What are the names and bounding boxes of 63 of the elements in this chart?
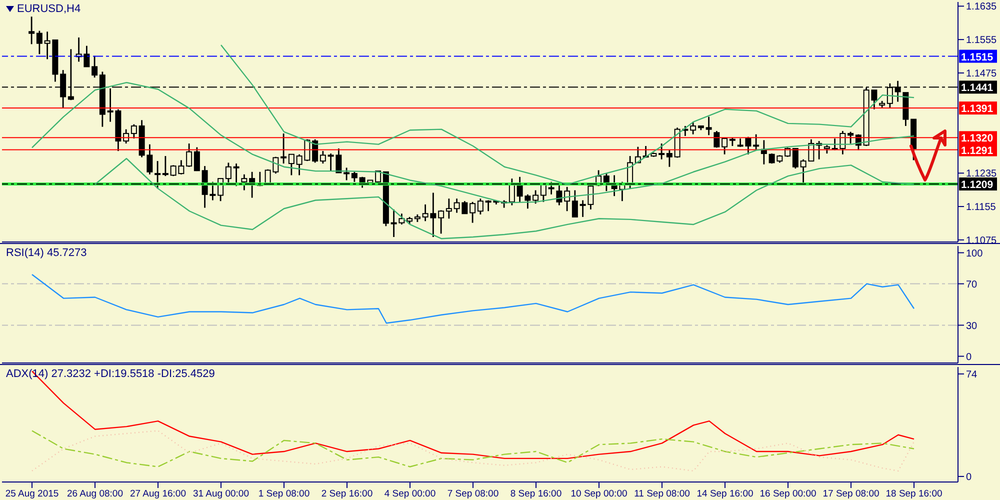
chart-title: RSI(14) 45.7273 <box>6 247 87 259</box>
x-tick-label: 4 Sep 00:00 <box>384 488 436 500</box>
y-tick-label: 1.1235 <box>966 168 998 180</box>
x-tick-label: 10 Sep 00:00 <box>570 488 628 500</box>
y-tick-label: 1.1155 <box>966 202 996 214</box>
x-tick-label: 14 Sep 16:00 <box>696 488 754 500</box>
x-tick-label: 17 Sep 08:00 <box>822 488 880 500</box>
x-tick-label: 31 Aug 00:00 <box>193 488 249 500</box>
ref-line-label: 1.1515 <box>961 51 994 64</box>
x-tick-label: 18 Sep 16:00 <box>886 488 942 500</box>
chart-title: EURUSD,H4 <box>17 3 81 15</box>
candlestick <box>690 121 696 136</box>
ref-line-label: 1.1291 <box>961 144 994 157</box>
candlestick <box>344 167 350 181</box>
candlestick <box>92 55 98 78</box>
ref-line-label: 1.1441 <box>961 82 994 94</box>
y-tick-label: 74 <box>966 369 978 380</box>
candlestick <box>722 136 728 156</box>
candlestick <box>753 134 760 151</box>
candlestick <box>280 132 287 164</box>
x-tick-label: 27 Aug 16:00 <box>130 488 186 500</box>
candlestick <box>848 131 854 144</box>
candlestick <box>36 30 42 55</box>
candlestick <box>532 190 539 204</box>
x-tick-label: 11 Sep 08:00 <box>634 488 690 500</box>
line-series <box>31 274 915 324</box>
x-tick-label: 7 Sep 08:00 <box>447 488 499 500</box>
x-tick-label: 1 Sep 08:00 <box>258 488 310 500</box>
x-tick-label: 16 Sep 00:00 <box>760 488 816 500</box>
x-tick-label: 26 Aug 08:00 <box>67 488 123 500</box>
candlestick <box>792 148 798 170</box>
y-tick-label: 1.1475 <box>966 68 998 80</box>
x-tick-label: 8 Sep 16:00 <box>510 488 562 500</box>
line-series <box>220 44 915 185</box>
candlestick <box>658 142 665 160</box>
y-tick-label: 0 <box>966 472 972 484</box>
ref-line-label: 1.1391 <box>961 103 994 116</box>
candlestick <box>186 142 192 168</box>
ref-line-label: 1.1209 <box>961 178 994 191</box>
x-tick-label: 25 Aug 2015 <box>5 488 59 500</box>
candlestick <box>572 190 578 218</box>
candlestick <box>28 16 35 45</box>
candlestick <box>666 149 672 168</box>
y-tick-label: 1.1635 <box>966 2 998 13</box>
y-tick-label: 0 <box>966 352 972 363</box>
y-tick-label: 1.1555 <box>966 35 998 46</box>
line-series <box>94 158 915 240</box>
y-tick-label: 30 <box>966 320 978 332</box>
candlestick <box>288 154 294 176</box>
ref-line-label: 1.1320 <box>961 132 994 145</box>
candlestick <box>477 198 484 216</box>
y-tick-label: 70 <box>966 279 978 290</box>
candlestick <box>446 198 452 220</box>
candlestick <box>564 186 570 212</box>
candlestick <box>438 210 444 234</box>
candlestick <box>130 124 137 140</box>
candlestick <box>706 116 712 136</box>
candlestick <box>194 146 200 172</box>
candlestick <box>162 155 168 177</box>
candlestick <box>470 201 476 224</box>
y-tick-label: 100 <box>966 248 984 260</box>
x-tick-label: 2 Sep 16:00 <box>321 488 373 500</box>
candlestick <box>320 150 326 164</box>
